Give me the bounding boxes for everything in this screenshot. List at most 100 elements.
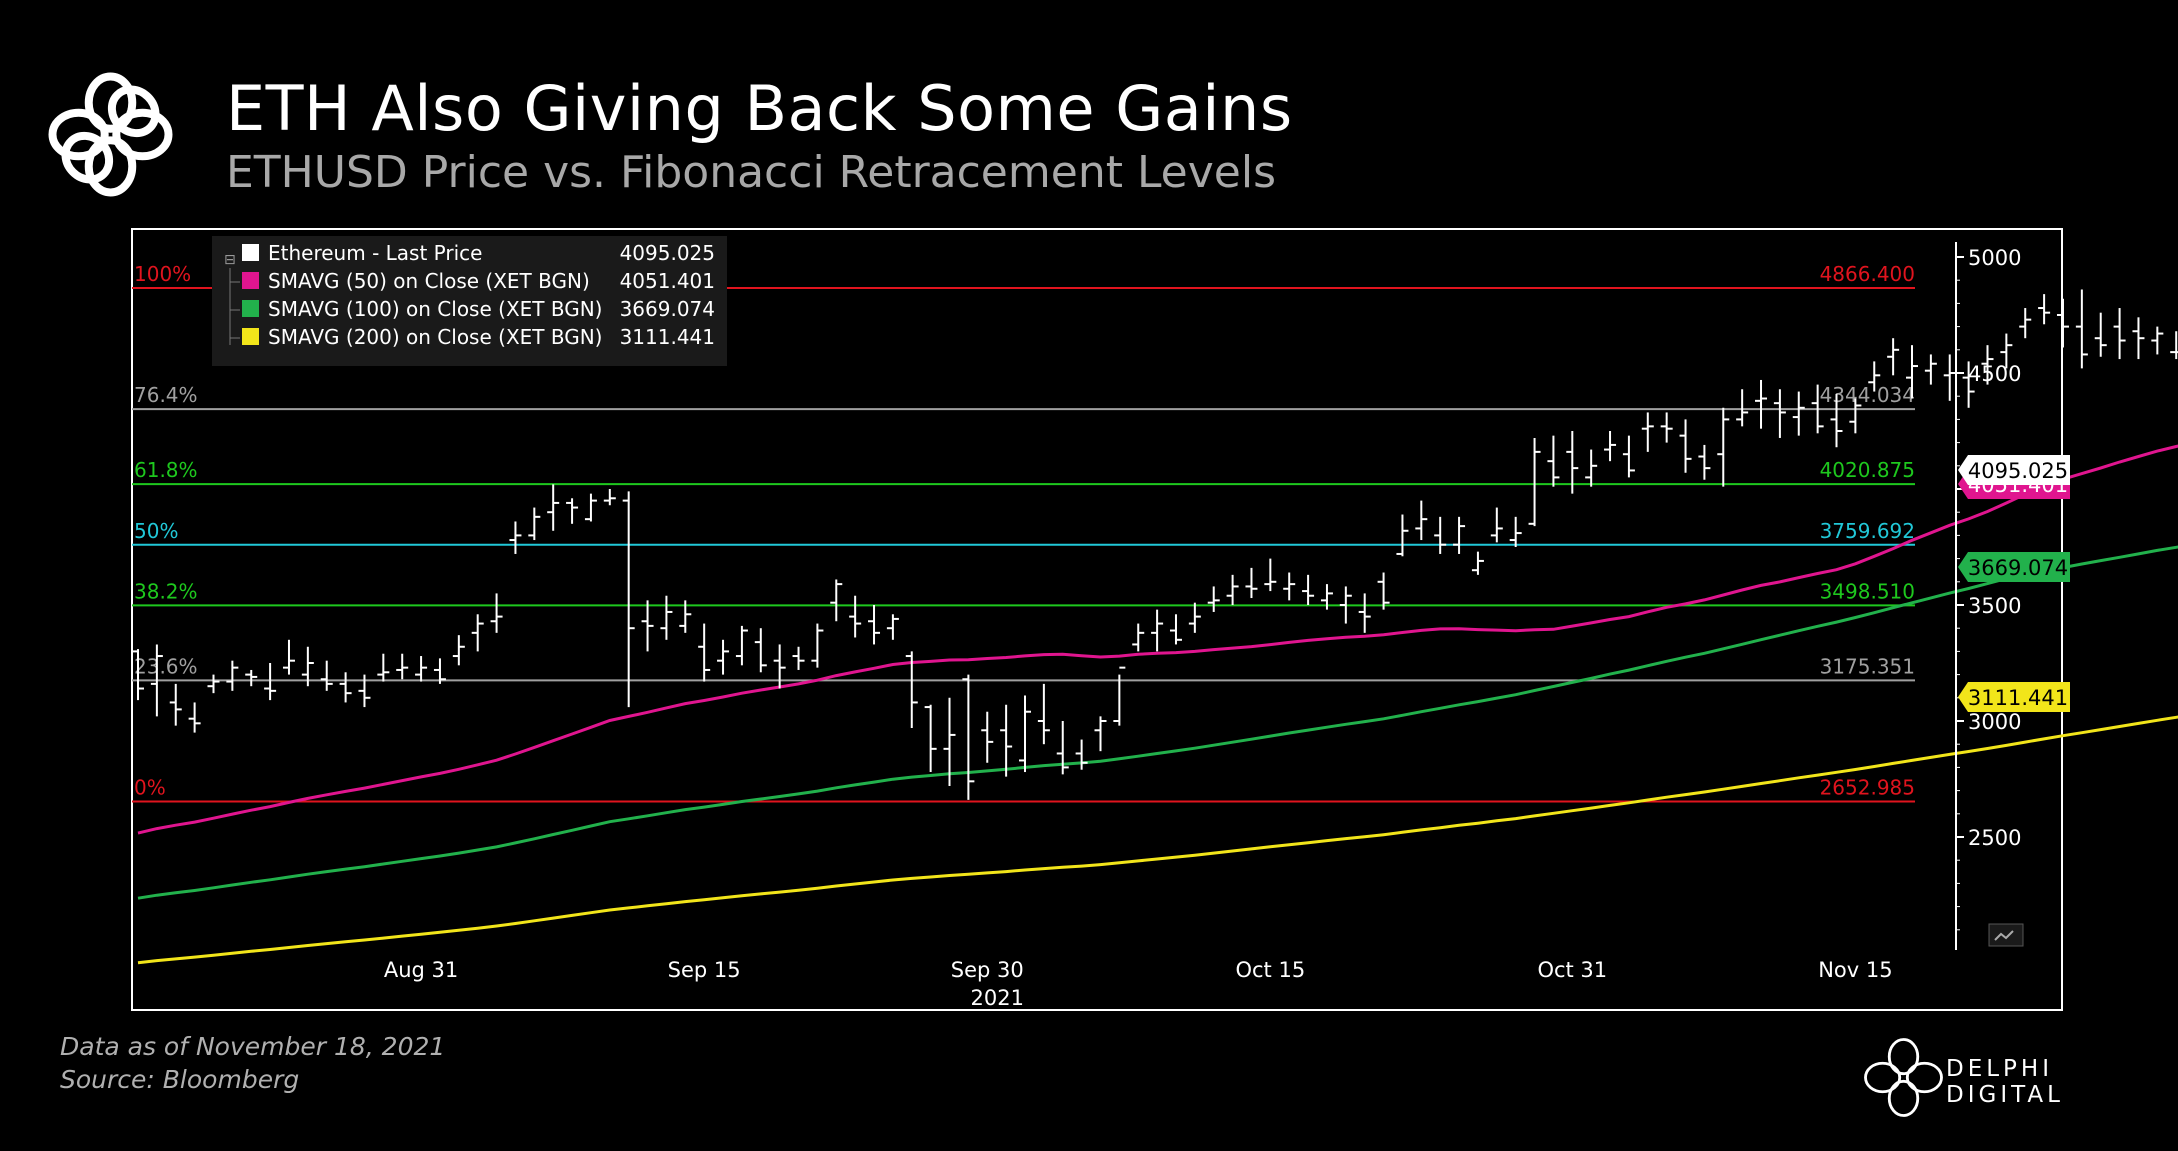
x-tick-label: Oct 15 <box>1235 958 1305 982</box>
price-bar <box>603 489 616 506</box>
legend-swatch <box>242 272 259 289</box>
price-bar <box>868 605 881 645</box>
price-bar <box>2000 333 2013 369</box>
price-bar <box>1226 574 1239 605</box>
price-bar <box>2132 317 2145 360</box>
price-bar <box>301 646 314 687</box>
price-bar <box>1302 574 1315 605</box>
y-tick-label: 3000 <box>1968 710 2021 734</box>
price-bar <box>962 674 975 800</box>
source-note: Source: Bloomberg <box>60 1065 300 1094</box>
price-bar <box>1604 431 1617 462</box>
x-tick-label: Nov 15 <box>1818 958 1892 982</box>
sma100-line <box>137 545 2178 900</box>
price-bar <box>528 507 541 541</box>
price-bar <box>1698 444 1711 480</box>
price-bar <box>2019 308 2032 339</box>
price-bar <box>339 672 352 703</box>
page-title: ETH Also Giving Back Some Gains <box>226 72 1293 145</box>
price-bar <box>1547 435 1560 487</box>
price-bar <box>1924 354 1937 385</box>
last-value-tag-label: 3669.074 <box>1968 556 2068 580</box>
chart-type-toggle-button[interactable] <box>1988 923 2024 947</box>
price-bar <box>1528 437 1541 527</box>
moving-averages-layer <box>137 444 2178 965</box>
price-bar <box>641 600 654 652</box>
price-bar <box>1622 435 1635 478</box>
price-bar <box>1358 593 1371 633</box>
price-bar <box>2113 308 2126 360</box>
price-bar <box>905 651 918 728</box>
price-bar <box>1207 586 1220 612</box>
fib-value-3: 3759.692 <box>1820 519 1915 543</box>
price-bar <box>2075 289 2088 369</box>
price-bar <box>1755 379 1768 429</box>
brand-name: DELPHI DIGITAL <box>1946 1056 2064 1108</box>
delphi-brand-logo-icon <box>1864 1038 1943 1117</box>
price-bar <box>1094 716 1107 752</box>
price-bar <box>2038 294 2051 325</box>
fib-label-0: 100% <box>134 262 191 286</box>
y-tick-label: 4500 <box>1968 362 2021 386</box>
price-bar <box>1320 584 1333 610</box>
price-bar <box>1264 558 1277 592</box>
price-bar <box>1792 391 1805 436</box>
price-bar <box>471 614 484 652</box>
chart-type-icon <box>1994 930 2014 941</box>
delphi-logo-icon <box>48 72 173 197</box>
price-bar <box>773 644 786 689</box>
legend-box <box>212 236 727 366</box>
price-bar <box>1075 739 1088 770</box>
x-axis: Aug 31 Sep 15 Sep 30 Oct 15 Oct 31 Nov 15 2021 <box>384 958 1893 1010</box>
price-bar <box>1056 721 1069 775</box>
price-bar <box>320 660 333 691</box>
legend-entry: SMAVG (200) on Close (XET BGN) 3111.441 <box>230 325 715 349</box>
price-bar <box>1849 398 1862 434</box>
price-bar <box>150 644 163 717</box>
price-bar <box>584 493 597 522</box>
price-bar <box>2094 312 2107 357</box>
price-bar <box>1962 361 1975 408</box>
price-bar <box>943 697 956 786</box>
price-bar <box>1453 516 1466 554</box>
last-value-tag-label: 4095.025 <box>1968 459 2068 483</box>
price-bar <box>1113 666 1126 726</box>
price-bar <box>547 484 560 531</box>
legend-label: SMAVG (50) on Close (XET BGN) <box>268 269 590 293</box>
price-bar <box>717 639 730 675</box>
price-bar <box>415 656 428 682</box>
page-subtitle: ETHUSD Price vs. Fibonacci Retracement L… <box>226 147 1277 198</box>
legend-label: Ethereum - Last Price <box>268 241 482 265</box>
legend-entry: Ethereum - Last Price 4095.025 <box>242 241 715 265</box>
price-bar <box>1811 384 1824 434</box>
price-bar <box>1339 586 1352 624</box>
price-bar <box>1377 572 1390 610</box>
price-bar <box>1000 704 1013 777</box>
price-bar <box>396 653 409 680</box>
price-bar <box>1830 393 1843 448</box>
legend-collapse-icon[interactable]: ⊟ <box>224 252 236 268</box>
sma200-line <box>137 715 2178 965</box>
price-bar <box>1717 407 1730 487</box>
fib-lines-layer: 100% 4866.400 76.4% 4344.034 61.8% 4020.875 50… <box>132 262 1915 803</box>
fib-label-5: 23.6% <box>134 654 198 678</box>
price-bar <box>2151 326 2164 355</box>
legend-value: 4095.025 <box>620 241 715 265</box>
fib-value-5: 3175.351 <box>1820 654 1915 678</box>
price-bar <box>1019 695 1031 773</box>
legend-value: 3111.441 <box>620 325 715 349</box>
sma50-line <box>137 444 2178 835</box>
price-bar <box>886 614 899 640</box>
price-bar <box>792 646 805 670</box>
price-bars-layer <box>132 289 2178 800</box>
price-bar <box>1887 338 1900 376</box>
last-value-tag: 3669.074 <box>1958 552 2070 582</box>
fib-value-4: 3498.510 <box>1820 579 1915 603</box>
last-value-tag-label: 3111.441 <box>1968 686 2068 710</box>
price-bar <box>226 660 239 691</box>
x-tick-label: Sep 30 <box>951 958 1024 982</box>
price-bar <box>188 702 201 733</box>
fib-label-6: 0% <box>134 776 166 800</box>
